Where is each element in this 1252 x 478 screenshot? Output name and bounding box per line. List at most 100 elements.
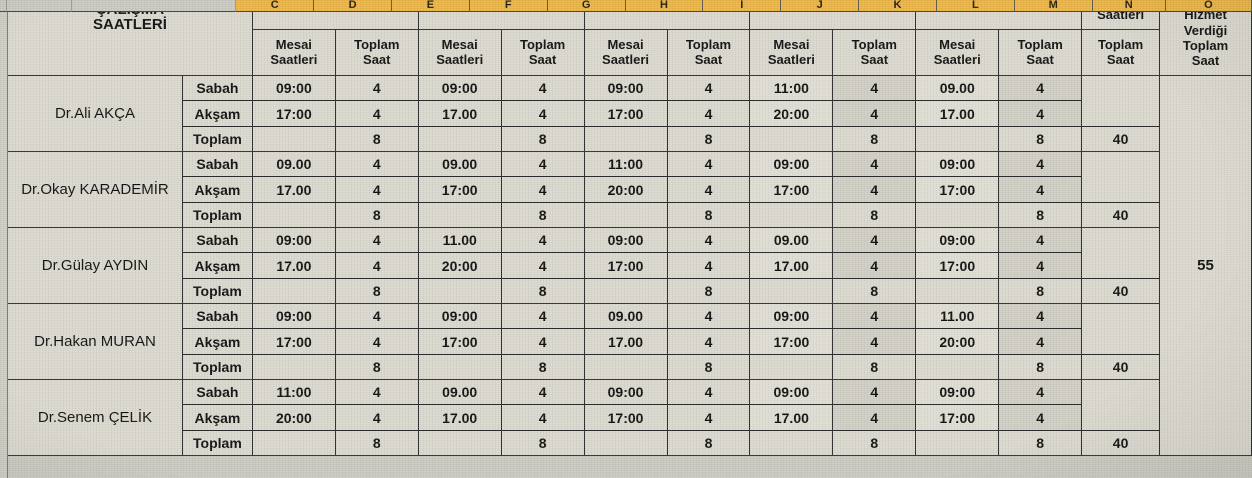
hours-cell-day4-total[interactable]: 8 (832, 430, 917, 456)
hours-cell-day2-evening[interactable]: 4 (500, 252, 585, 279)
hours-cell-day2-morning[interactable]: 4 (500, 75, 585, 101)
hours-cell-day1-total[interactable]: 8 (334, 354, 419, 380)
hours-cell-day2-morning[interactable]: 4 (500, 303, 585, 329)
time-cell-day1-evening[interactable]: 17:00 (251, 100, 336, 127)
time-cell-day4-morning[interactable]: 11:00 (749, 75, 834, 101)
time-cell-day2-morning[interactable]: 11.00 (417, 227, 502, 253)
week-total-cell[interactable]: 40 (1081, 278, 1161, 304)
time-cell-day2-evening[interactable]: 17.00 (417, 100, 502, 127)
hours-cell-day5-total[interactable]: 8 (998, 354, 1083, 380)
time-cell-day3-evening[interactable]: 20:00 (583, 176, 668, 203)
time-cell-day4-morning[interactable]: 09:00 (749, 379, 834, 405)
time-cell-day4-total[interactable] (749, 278, 834, 304)
column-header-f[interactable]: F (469, 0, 548, 12)
hours-cell-day2-morning[interactable]: 4 (500, 379, 585, 405)
time-cell-day3-total[interactable] (583, 430, 668, 456)
time-cell-day1-total[interactable] (251, 430, 336, 456)
time-cell-day3-morning[interactable]: 09:00 (583, 379, 668, 405)
time-cell-day2-evening[interactable]: 20:00 (417, 252, 502, 279)
week-total-cell[interactable]: 40 (1081, 202, 1161, 228)
time-cell-day1-evening[interactable]: 17.00 (251, 176, 336, 203)
hours-cell-day4-total[interactable]: 8 (832, 278, 917, 304)
hours-cell-day4-total[interactable]: 8 (832, 126, 917, 152)
time-cell-day3-morning[interactable]: 11:00 (583, 151, 668, 177)
time-cell-day4-evening[interactable]: 17:00 (749, 176, 834, 203)
time-cell-day3-evening[interactable]: 17:00 (583, 404, 668, 431)
doctor-name-cell[interactable]: Dr.Senem ÇELİK (7, 379, 183, 456)
week-total-spacer[interactable] (1081, 75, 1161, 127)
shift-label-total[interactable]: Toplam (181, 354, 253, 380)
corner-cell[interactable] (0, 0, 7, 12)
hours-cell-day1-total[interactable]: 8 (334, 126, 419, 152)
time-cell-day2-total[interactable] (417, 354, 502, 380)
time-cell-day3-evening[interactable]: 17:00 (583, 100, 668, 127)
time-cell-day5-evening[interactable]: 17.00 (915, 100, 1000, 127)
header-mesai-5[interactable]: Mesai Saatleri (915, 29, 1000, 76)
time-cell-day1-evening[interactable]: 20:00 (251, 404, 336, 431)
hours-cell-day5-evening[interactable]: 4 (998, 176, 1083, 203)
hours-cell-day1-total[interactable]: 8 (334, 430, 419, 456)
hours-cell-day1-morning[interactable]: 4 (334, 151, 419, 177)
hours-cell-day5-total[interactable]: 8 (998, 126, 1083, 152)
hours-cell-day4-morning[interactable]: 4 (832, 379, 917, 405)
time-cell-day5-morning[interactable]: 11.00 (915, 303, 1000, 329)
shift-label-total[interactable]: Toplam (181, 126, 253, 152)
hours-cell-day2-total[interactable]: 8 (500, 430, 585, 456)
week-total-cell[interactable]: 40 (1081, 354, 1161, 380)
column-header-m[interactable]: M (1014, 0, 1093, 12)
time-cell-day5-total[interactable] (915, 202, 1000, 228)
hours-cell-day5-morning[interactable]: 4 (998, 303, 1083, 329)
hours-cell-day4-evening[interactable]: 4 (832, 328, 917, 355)
time-cell-day1-evening[interactable]: 17:00 (251, 328, 336, 355)
time-cell-day5-evening[interactable]: 20:00 (915, 328, 1000, 355)
time-cell-day2-total[interactable] (417, 202, 502, 228)
hours-cell-day5-morning[interactable]: 4 (998, 75, 1083, 101)
hours-cell-day1-evening[interactable]: 4 (334, 100, 419, 127)
hours-cell-day4-evening[interactable]: 4 (832, 100, 917, 127)
header-mesai-2[interactable]: Mesai Saatleri (417, 29, 502, 76)
hours-cell-day1-evening[interactable]: 4 (334, 176, 419, 203)
doctor-name-cell[interactable]: Dr.Okay KARADEMİR (7, 151, 183, 228)
week-total-cell[interactable]: 40 (1081, 126, 1161, 152)
hours-cell-day2-total[interactable]: 8 (500, 354, 585, 380)
hours-cell-day5-morning[interactable]: 4 (998, 151, 1083, 177)
shift-label-morning[interactable]: Sabah (181, 303, 253, 329)
hours-cell-day2-evening[interactable]: 4 (500, 176, 585, 203)
time-cell-day4-morning[interactable]: 09:00 (749, 303, 834, 329)
week-total-cell[interactable]: 40 (1081, 430, 1161, 456)
week-total-spacer[interactable] (1081, 227, 1161, 279)
time-cell-day5-evening[interactable]: 17:00 (915, 252, 1000, 279)
hours-cell-day4-morning[interactable]: 4 (832, 303, 917, 329)
header-toplam-2[interactable]: Toplam Saat (500, 29, 585, 76)
time-cell-day5-morning[interactable]: 09:00 (915, 379, 1000, 405)
header-toplam-3[interactable]: Toplam Saat (666, 29, 751, 76)
time-cell-day2-evening[interactable]: 17.00 (417, 404, 502, 431)
time-cell-day2-morning[interactable]: 09:00 (417, 75, 502, 101)
time-cell-day3-total[interactable] (583, 354, 668, 380)
header-toplam-5[interactable]: Toplam Saat (998, 29, 1083, 76)
time-cell-day1-total[interactable] (251, 354, 336, 380)
hours-cell-day3-total[interactable]: 8 (666, 126, 751, 152)
time-cell-day1-morning[interactable]: 09:00 (251, 75, 336, 101)
hours-cell-day2-total[interactable]: 8 (500, 126, 585, 152)
time-cell-day4-evening[interactable]: 20:00 (749, 100, 834, 127)
header-mesai-3[interactable]: Mesai Saatleri (583, 29, 668, 76)
time-cell-day1-total[interactable] (251, 278, 336, 304)
hours-cell-day5-total[interactable]: 8 (998, 430, 1083, 456)
time-cell-day1-morning[interactable]: 09.00 (251, 151, 336, 177)
time-cell-day5-morning[interactable]: 09:00 (915, 151, 1000, 177)
hours-cell-day1-total[interactable]: 8 (334, 202, 419, 228)
time-cell-day1-total[interactable] (251, 202, 336, 228)
time-cell-day2-total[interactable] (417, 278, 502, 304)
shift-label-total[interactable]: Toplam (181, 278, 253, 304)
hours-cell-day4-total[interactable]: 8 (832, 354, 917, 380)
column-header-i[interactable]: I (703, 0, 782, 12)
hours-cell-day3-evening[interactable]: 4 (666, 176, 751, 203)
header-toplam-1[interactable]: Toplam Saat (334, 29, 419, 76)
time-cell-day3-total[interactable] (583, 202, 668, 228)
hours-cell-day3-morning[interactable]: 4 (666, 151, 751, 177)
column-header-a[interactable] (6, 0, 73, 12)
hours-cell-day3-evening[interactable]: 4 (666, 404, 751, 431)
hours-cell-day3-total[interactable]: 8 (666, 430, 751, 456)
grand-total-cell[interactable]: 55 (1159, 75, 1252, 456)
